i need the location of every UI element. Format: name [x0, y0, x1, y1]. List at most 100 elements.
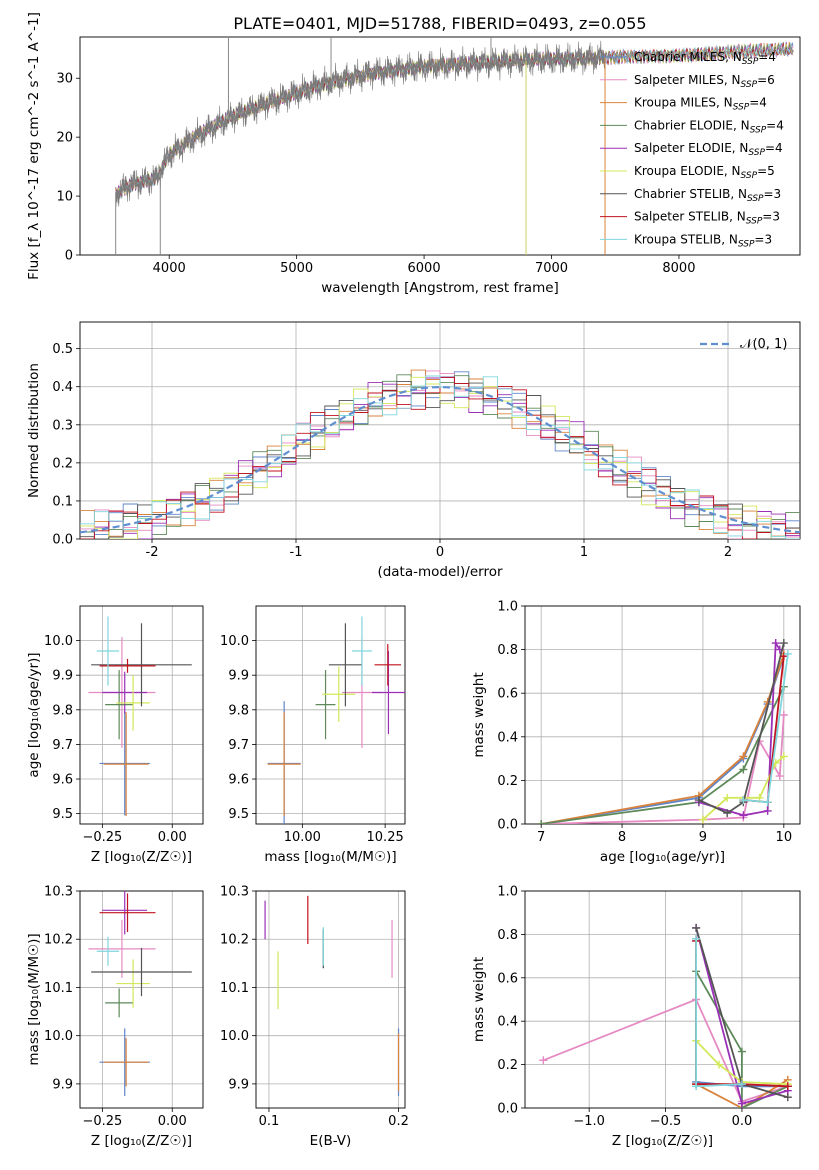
x-tick-label: 8	[618, 830, 626, 845]
x-tick-label: 10.25	[367, 830, 404, 845]
residual-histograms	[80, 369, 800, 539]
mass-weight-marker	[779, 711, 788, 719]
x-axis-label: age [log₁₀(age/yr)]	[600, 849, 725, 865]
y-tick-label: 9.9	[228, 1077, 249, 1092]
y-tick-label: 0.2	[497, 774, 518, 789]
mass-weight-marker	[783, 649, 792, 658]
errorbar-point	[88, 919, 156, 978]
y-tick-label: 10.1	[44, 981, 73, 996]
errorbar-point	[99, 893, 156, 932]
errorbar-point	[102, 891, 148, 935]
age_vs_Z-points	[88, 616, 192, 817]
y-tick-label: 9.8	[52, 703, 73, 718]
x-tick-label: -1	[290, 545, 303, 560]
residual-histogram-step	[80, 375, 800, 539]
errorbar-point	[96, 936, 120, 966]
mass-weight-marker	[692, 934, 701, 943]
x-tick-label: 8000	[662, 261, 695, 276]
y-tick-label: 9.7	[52, 738, 73, 753]
y-tick-label: 0.6	[497, 971, 518, 986]
x-axis-label: Z [log₁₀(Z/Z☉)]	[91, 1133, 192, 1149]
y-axis-label: Flux [f_λ 10^-17 erg cm^-2 s^-1 A^-1]	[26, 12, 42, 280]
x-axis-label: Z [log₁₀(Z/Z☉)]	[612, 1133, 713, 1149]
mass-weight-marker	[539, 1056, 548, 1065]
errorbar-point	[116, 959, 150, 1008]
y-axis-label: Normed distribution	[26, 363, 42, 498]
mass-weight-marker	[775, 772, 784, 781]
x-tick-label: 7	[537, 830, 545, 845]
y-tick-label: 0	[65, 249, 73, 264]
mass-weight-marker	[739, 796, 748, 805]
errorbar-point	[99, 658, 156, 673]
age_vs_mass-points	[267, 616, 405, 824]
mass_weight_vs_Z-lines	[539, 923, 792, 1108]
mass-weight-marker	[783, 1093, 792, 1102]
spectrum-legend: Chabrier MILES, NSSP=4 Salpeter MILES, NS…	[600, 50, 784, 249]
x-tick-label: −0.25	[82, 830, 122, 845]
mass-weight-marker	[739, 752, 748, 761]
errorbar-point	[328, 623, 362, 707]
y-tick-label: 0.8	[497, 643, 518, 658]
mass-weight-line	[698, 642, 785, 815]
errorbar-point	[91, 623, 192, 707]
y-tick-label: 10.2	[220, 933, 249, 948]
x-tick-label: 10.00	[284, 830, 321, 845]
axes-frame	[524, 890, 801, 1109]
axes-frame	[79, 605, 204, 825]
y-axis-label: mass weight	[471, 957, 487, 1042]
residual-histogram-step	[80, 370, 800, 539]
x-axis-label: wavelength [Angstrom, rest frame]	[321, 280, 559, 296]
errorbar-point	[371, 650, 405, 735]
errorbar-point	[105, 988, 134, 1018]
legend-label: Chabrier MILES, NSSP=4	[634, 50, 776, 67]
y-tick-label: 0.0	[497, 818, 518, 833]
legend-label: Salpeter ELODIE, NSSP=4	[634, 141, 783, 158]
y-tick-label: 9.9	[52, 1077, 73, 1092]
y-axis-label: mass [log₁₀(M/M☉)]	[26, 933, 42, 1065]
x-tick-label: 0	[436, 545, 444, 560]
mass-weight-marker	[779, 652, 788, 661]
x-axis-label: mass [log₁₀(M/M☉)]	[264, 849, 396, 865]
x-tick-label: 0.0	[732, 1114, 753, 1129]
y-tick-label: 10.0	[220, 634, 249, 649]
axes-frame	[255, 890, 406, 1109]
axes-frame	[79, 890, 204, 1109]
mass-weight-marker	[737, 1047, 746, 1056]
mass-weight-marker	[692, 1082, 701, 1091]
y-tick-label: 9.6	[228, 773, 249, 788]
legend-label: Kroupa MILES, NSSP=4	[634, 96, 767, 113]
figure-title: PLATE=0401, MJD=51788, FIBERID=0493, z=0…	[233, 14, 646, 33]
y-tick-label: 9.6	[52, 773, 73, 788]
mass-weight-marker	[537, 820, 546, 824]
mass-weight-marker	[739, 765, 748, 774]
y-tick-label: 1.0	[497, 600, 518, 615]
x-axis-label: (data-model)/error	[377, 564, 503, 580]
mass-weight-marker	[698, 815, 707, 824]
y-tick-label: 10.0	[44, 634, 73, 649]
x-axis-label: Z [log₁₀(Z/Z☉)]	[91, 849, 192, 865]
mass-weight-marker	[779, 752, 788, 761]
spectrum-axes: 4000 5000 6000 7000 8000 0 10 20 30 wavelength [A…	[26, 12, 801, 296]
mass_vs_Z-axes: −0.25 0.00 9.9 10.0 10.1 10.2 10.3 Z [log₁₀(Z/Z…	[26, 885, 204, 1149]
x-tick-label: 9	[699, 830, 707, 845]
mass-weight-marker	[763, 798, 772, 807]
x-tick-label: −0.5	[650, 1114, 682, 1129]
x-tick-label: 1	[580, 545, 588, 560]
x-tick-label: 0.1	[259, 1114, 280, 1129]
y-tick-label: 1.0	[497, 885, 518, 900]
y-tick-label: 0.5	[52, 342, 73, 357]
mass_weight_vs_age-axes: 7 8 9 10 0.0 0.2 0.4 0.6 0.8 1.0 age [log₁₀(age/yr…	[471, 600, 801, 865]
errorbar-point	[352, 616, 372, 686]
mass-weight-marker	[692, 923, 701, 932]
errorbar-point	[267, 712, 301, 817]
errorbar-point	[322, 666, 356, 722]
y-tick-label: 0.8	[497, 928, 518, 943]
mass-weight-marker	[715, 1060, 724, 1069]
mass_vs_ebv-axes: 0.1 0.2 9.9 10.0 10.1 10.2 10.3 E(B-V)	[220, 885, 409, 1150]
x-tick-label: 4000	[153, 261, 186, 276]
mass-weight-marker	[783, 1082, 792, 1091]
x-tick-label: 0.00	[158, 1114, 187, 1129]
legend-label: Chabrier STELIB, NSSP=3	[634, 187, 781, 204]
mass_vs_Z-points	[88, 891, 192, 1096]
